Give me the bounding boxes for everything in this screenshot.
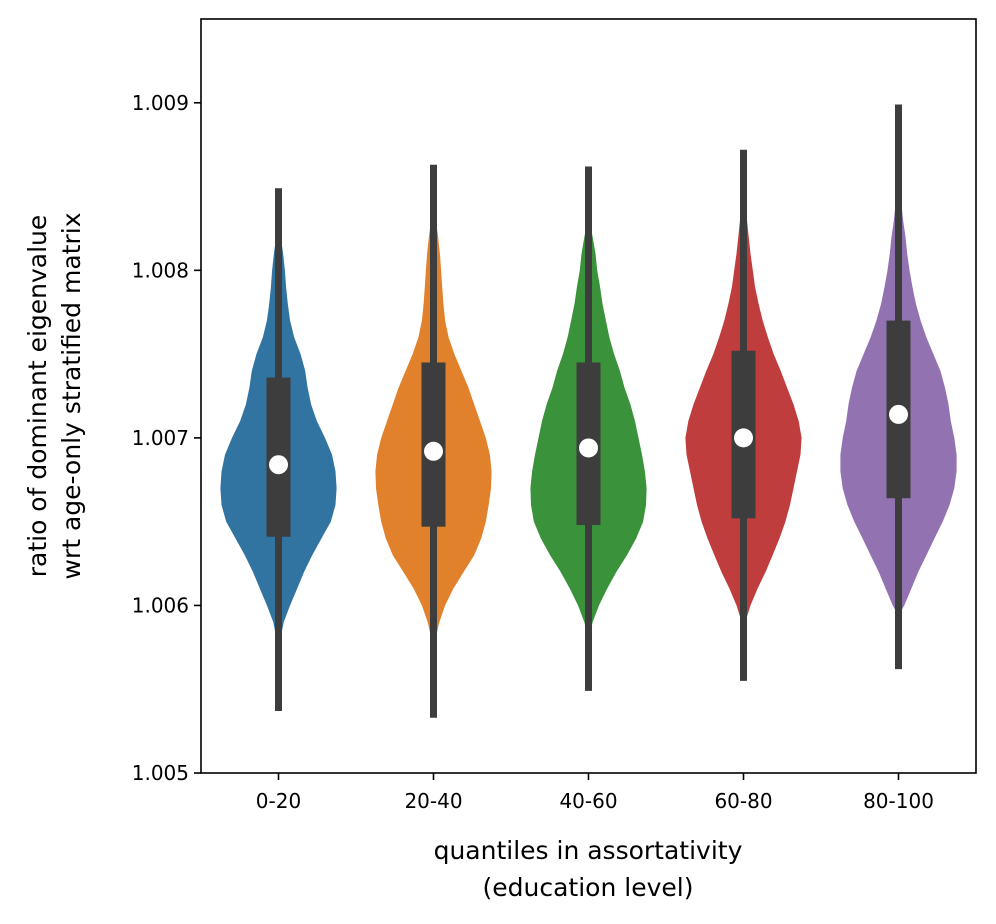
y-axis-label-line1: ratio of dominant eigenvalue bbox=[23, 215, 52, 578]
violin-median-dot bbox=[734, 428, 753, 448]
y-axis-label-line2: wrt age-only stratified matrix bbox=[57, 213, 86, 580]
violin-median-dot bbox=[269, 455, 288, 475]
x-tick-label: 80-100 bbox=[863, 789, 934, 813]
violin-median-dot bbox=[579, 438, 598, 458]
x-tick-label: 60-80 bbox=[714, 789, 772, 813]
y-axis: 1.005 1.006 1.007 1.008 1.009 bbox=[132, 91, 201, 785]
x-axis-label-line2: (education level) bbox=[483, 873, 694, 902]
y-tick-label: 1.007 bbox=[132, 426, 189, 450]
y-tick-label: 1.006 bbox=[132, 593, 189, 617]
x-tick-label: 20-40 bbox=[404, 789, 462, 813]
y-tick-label: 1.005 bbox=[132, 761, 189, 785]
y-tick-label: 1.009 bbox=[132, 91, 189, 115]
violin-median-dot bbox=[424, 441, 443, 461]
y-tick-label: 1.008 bbox=[132, 258, 189, 282]
x-axis-label-line1: quantiles in assortativity bbox=[434, 836, 743, 865]
x-tick-label: 0-20 bbox=[256, 789, 301, 813]
x-tick-label: 40-60 bbox=[559, 789, 617, 813]
x-axis: 0-20 20-40 40-60 60-80 80-100 bbox=[256, 773, 934, 813]
boxes-layer bbox=[266, 104, 911, 718]
violin-median-dot bbox=[889, 404, 908, 424]
